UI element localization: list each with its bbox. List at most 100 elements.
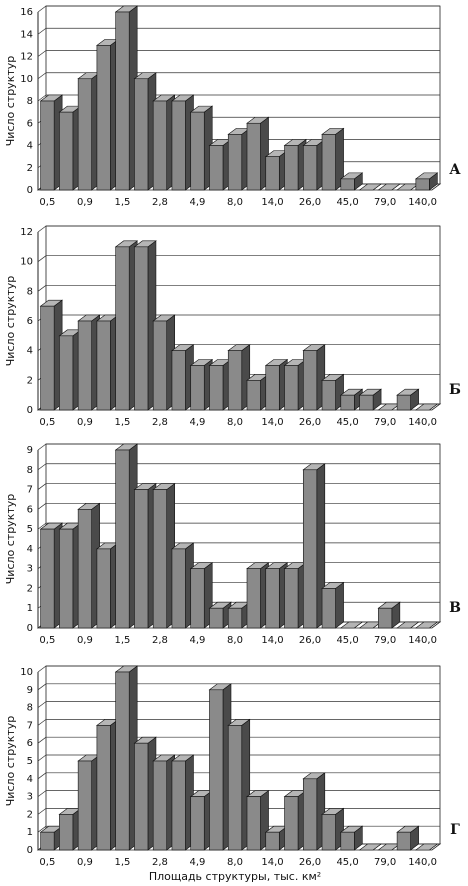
x-tick-label: 26,0 — [299, 197, 321, 208]
y-tick-label: 12 — [20, 52, 33, 63]
x-tick-label: 0,9 — [77, 857, 93, 868]
grid-line-side — [37, 50, 47, 57]
grid-line-side — [37, 463, 47, 471]
bar-top — [396, 621, 420, 629]
bar — [321, 134, 336, 191]
x-tick-label: 4,9 — [190, 857, 206, 868]
grid-line-side — [37, 503, 47, 510]
y-tick-label: 8 — [27, 703, 33, 714]
grid-line-side — [37, 72, 47, 80]
y-tick-label: 2 — [27, 375, 33, 386]
x-tick-label: 140,0 — [408, 635, 437, 646]
x-tick-label: 1,5 — [114, 197, 130, 208]
grid-line-side — [37, 754, 47, 762]
x-tick-label: 0,9 — [77, 417, 93, 428]
y-tick-label: 2 — [27, 163, 33, 174]
y-tick-label: 8 — [27, 286, 33, 297]
grid-line-side — [37, 825, 47, 833]
bar — [115, 449, 130, 629]
y-axis-label: Число структур — [4, 56, 17, 147]
bar — [171, 548, 186, 629]
x-tick-label: 140,0 — [408, 417, 437, 428]
x-tick-label: 2,8 — [152, 635, 168, 646]
y-tick-label: 2 — [27, 809, 33, 820]
bar — [115, 671, 130, 851]
y-tick-label: 14 — [20, 29, 33, 40]
x-tick-label: 1,5 — [114, 857, 130, 868]
bar — [152, 320, 168, 411]
y-tick-label: 1 — [27, 603, 33, 614]
x-tick-label: 4,9 — [190, 417, 206, 428]
bar — [96, 320, 111, 411]
x-tick-label: 0,5 — [39, 857, 55, 868]
bar — [59, 111, 74, 191]
y-tick-label: 6 — [27, 738, 33, 749]
bar — [378, 607, 393, 629]
y-tick-label: 8 — [27, 96, 33, 107]
y-tick-label: 4 — [27, 346, 33, 357]
y-tick-label: 0 — [27, 845, 33, 856]
bar — [171, 760, 186, 851]
x-tick-label: 14,0 — [261, 417, 283, 428]
y-tick-label: 10 — [20, 74, 33, 85]
bar — [246, 796, 261, 851]
grid-line-side — [37, 736, 47, 744]
bar — [209, 689, 224, 851]
bar — [321, 588, 336, 629]
bar — [340, 394, 355, 411]
bar — [246, 380, 261, 411]
bar — [321, 380, 336, 411]
bar-top — [358, 843, 382, 851]
y-tick-label: 7 — [27, 485, 33, 496]
x-tick-label: 140,0 — [408, 857, 437, 868]
y-tick-label: 1 — [27, 827, 33, 838]
bar — [209, 365, 224, 411]
x-tick-label: 4,9 — [190, 635, 206, 646]
y-tick-label: 10 — [20, 667, 33, 678]
x-tick-label: 2,8 — [152, 857, 168, 868]
x-tick-label: 14,0 — [261, 635, 283, 646]
bar — [134, 78, 149, 191]
bar — [227, 134, 243, 191]
y-axis-label: Число структур — [4, 276, 17, 367]
bar — [227, 607, 243, 629]
x-tick-label: 79,0 — [374, 197, 396, 208]
y-tick-label: 5 — [27, 756, 33, 767]
bar — [96, 45, 111, 191]
panel-label: А — [449, 162, 461, 178]
grid-line-side — [37, 665, 47, 673]
bar — [59, 528, 74, 629]
x-tick-label: 8,0 — [227, 417, 243, 428]
grid-line-side — [37, 225, 47, 233]
y-tick-label: 9 — [27, 685, 33, 696]
bar — [302, 778, 318, 851]
x-tick-label: 1,5 — [114, 635, 130, 646]
bar — [209, 145, 224, 191]
grid-line-side — [37, 255, 47, 262]
bar-top — [377, 183, 401, 191]
panel-label: Б — [449, 382, 461, 398]
bar-top — [358, 183, 382, 191]
bar — [190, 568, 205, 629]
grid-line-side — [37, 5, 47, 13]
x-tick-label: 45,0 — [336, 417, 358, 428]
x-tick-label: 0,9 — [77, 197, 93, 208]
bar — [190, 365, 205, 411]
x-tick-label: 14,0 — [261, 197, 283, 208]
x-tick-label: 140,0 — [408, 197, 437, 208]
bar — [190, 796, 205, 851]
bar — [96, 725, 111, 851]
bar — [340, 178, 355, 191]
y-tick-label: 0 — [27, 623, 33, 634]
bar — [265, 365, 280, 411]
x-tick-label: 14,0 — [261, 857, 283, 868]
x-tick-label: 26,0 — [299, 417, 321, 428]
bar — [134, 742, 149, 851]
bar — [77, 320, 92, 411]
y-tick-label: 4 — [27, 544, 33, 555]
bar-side — [335, 581, 344, 629]
grid-line-side — [37, 483, 47, 490]
grid-line-side — [37, 94, 47, 102]
x-tick-label: 79,0 — [374, 857, 396, 868]
